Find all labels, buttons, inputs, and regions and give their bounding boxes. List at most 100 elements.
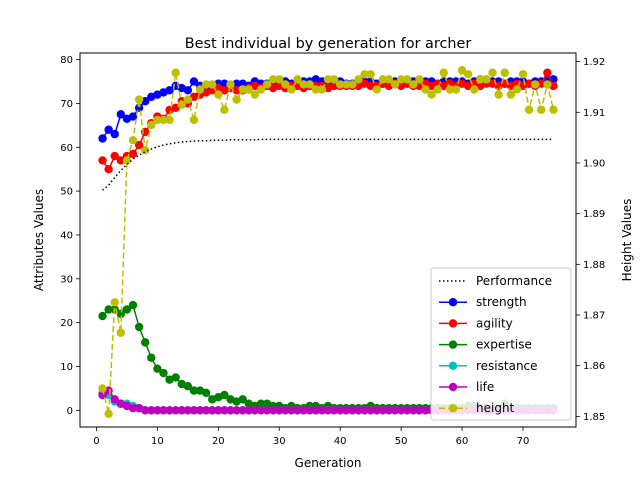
data-point (183, 382, 193, 391)
series-height (98, 66, 558, 419)
data-point (122, 156, 132, 165)
legend-item: resistance (439, 359, 538, 373)
series-Performance (102, 138, 554, 191)
data-point (409, 406, 418, 415)
data-point (98, 384, 107, 393)
x-axis-label: Generation (295, 456, 362, 470)
data-point (470, 85, 479, 94)
data-point (232, 406, 241, 415)
data-point (476, 75, 485, 84)
data-point (335, 80, 345, 89)
data-point (518, 70, 528, 79)
data-point (366, 81, 375, 91)
data-point (110, 298, 119, 307)
data-point (183, 86, 193, 95)
data-point (403, 75, 412, 84)
legend-label: height (476, 401, 515, 415)
data-point (104, 164, 113, 174)
data-point (189, 77, 199, 86)
data-point (439, 68, 448, 77)
data-point (201, 80, 211, 89)
y-right-tick-label: 1.89 (583, 209, 605, 220)
data-point (348, 80, 357, 89)
legend-marker (448, 298, 458, 307)
data-point (201, 388, 211, 397)
data-point (177, 100, 186, 109)
y-right-tick-label: 1.88 (583, 260, 605, 271)
data-point (189, 115, 199, 125)
data-point (378, 406, 388, 415)
data-point (141, 406, 150, 415)
legend-label: life (476, 380, 494, 394)
data-point (543, 68, 552, 77)
legend: Performance strength agility expertise resis… (430, 267, 572, 421)
data-point (500, 68, 509, 77)
data-point (147, 406, 156, 415)
data-point (165, 406, 174, 415)
data-point (512, 85, 522, 94)
data-point (98, 311, 107, 321)
data-point (189, 406, 199, 415)
legend-item: life (439, 380, 494, 394)
data-point (299, 80, 308, 89)
data-point (122, 305, 132, 314)
data-point (232, 95, 241, 104)
data-point (128, 300, 138, 310)
data-point (268, 75, 278, 84)
data-point (409, 80, 418, 89)
data-point (537, 105, 546, 114)
data-point (195, 406, 205, 415)
data-point (275, 406, 284, 415)
data-point (238, 395, 247, 404)
axes-frame (79, 52, 577, 428)
data-point (366, 70, 375, 79)
x-tick-label: 40 (334, 436, 347, 447)
data-point (317, 406, 327, 415)
data-point (177, 406, 186, 415)
data-point (104, 125, 113, 134)
data-point (463, 70, 473, 79)
legend-label: strength (476, 295, 527, 309)
data-point (153, 406, 162, 415)
y-right-tick-label: 1.85 (583, 412, 605, 423)
y-left-tick-label: 60 (60, 143, 73, 154)
y-left-tick-label: 40 (60, 230, 73, 241)
data-point (134, 140, 144, 150)
data-point (226, 80, 235, 89)
data-point (116, 110, 126, 119)
data-point (220, 390, 229, 400)
data-point (506, 90, 515, 99)
legend-label: expertise (476, 338, 532, 352)
data-point (549, 105, 558, 114)
data-point (116, 156, 126, 165)
x-axis: 0 10 20 30 40 50 60 70 (93, 427, 529, 447)
data-point (543, 80, 552, 89)
data-point (323, 406, 333, 415)
data-point (244, 406, 253, 415)
series-line (102, 138, 554, 191)
data-point (147, 120, 156, 130)
data-point (208, 80, 217, 89)
legend-marker (448, 361, 458, 370)
data-point (329, 406, 339, 415)
data-point (128, 149, 138, 159)
legend-item: agility (439, 316, 513, 330)
data-point (250, 90, 260, 99)
data-point (165, 115, 174, 125)
data-point (317, 85, 327, 94)
data-point (147, 353, 156, 362)
y-axis-left: 0 10 20 30 40 50 60 70 80 (60, 55, 80, 417)
y-left-tick-label: 50 (60, 187, 73, 198)
data-point (275, 75, 284, 84)
data-point (159, 368, 168, 378)
data-point (390, 406, 400, 415)
data-point (360, 406, 369, 415)
data-point (384, 75, 394, 84)
data-point (256, 85, 266, 94)
data-point (335, 406, 345, 415)
data-point (427, 90, 436, 99)
data-point (238, 406, 247, 415)
legend-label: Performance (476, 274, 552, 288)
data-point (360, 70, 369, 79)
data-point (159, 115, 168, 125)
